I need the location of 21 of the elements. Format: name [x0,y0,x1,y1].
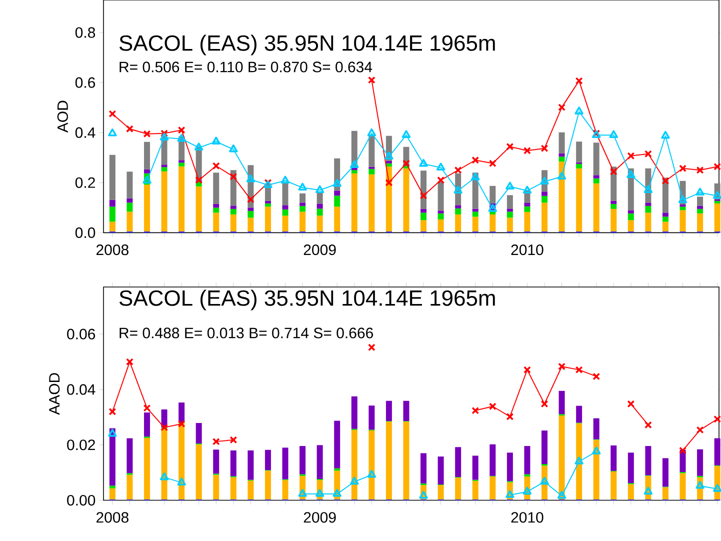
y-tick-label: 0.00 [67,494,96,506]
y-axis-title: AAOD [49,373,60,415]
text: SACOL (EAS) 35.95N 104.14E 1965m [119,34,495,56]
chart-title: SACOL (EAS) 35.95N 104.14E 1965m [119,290,495,310]
x-tick-label: 2009 [304,244,336,256]
y-axis-title: AOD [57,100,68,133]
y-tick-label: 0.0 [75,227,96,238]
y-tick-label: 0.4 [75,127,96,138]
y-tick-label: 0.04 [67,384,96,395]
x-tick-label: 2010 [511,244,544,256]
text: R= 0.506 E= 0.110 B= 0.870 S= 0.634 [120,62,372,72]
x-tick-label: 2008 [96,244,128,256]
y-tick-label: 0.6 [75,77,96,88]
y-tick-label: 0.02 [67,440,95,450]
x-tick-label: 2008 [96,512,128,523]
y-tick-label: 0.06 [67,328,96,340]
text: R= 0.488 E= 0.013 B= 0.714 S= 0.666 [120,328,373,338]
y-tick-label: 0.2 [75,177,95,188]
y-tick-label: 0.8 [75,27,96,38]
x-tick-label: 2010 [511,512,544,523]
x-tick-label: 2009 [304,512,336,523]
